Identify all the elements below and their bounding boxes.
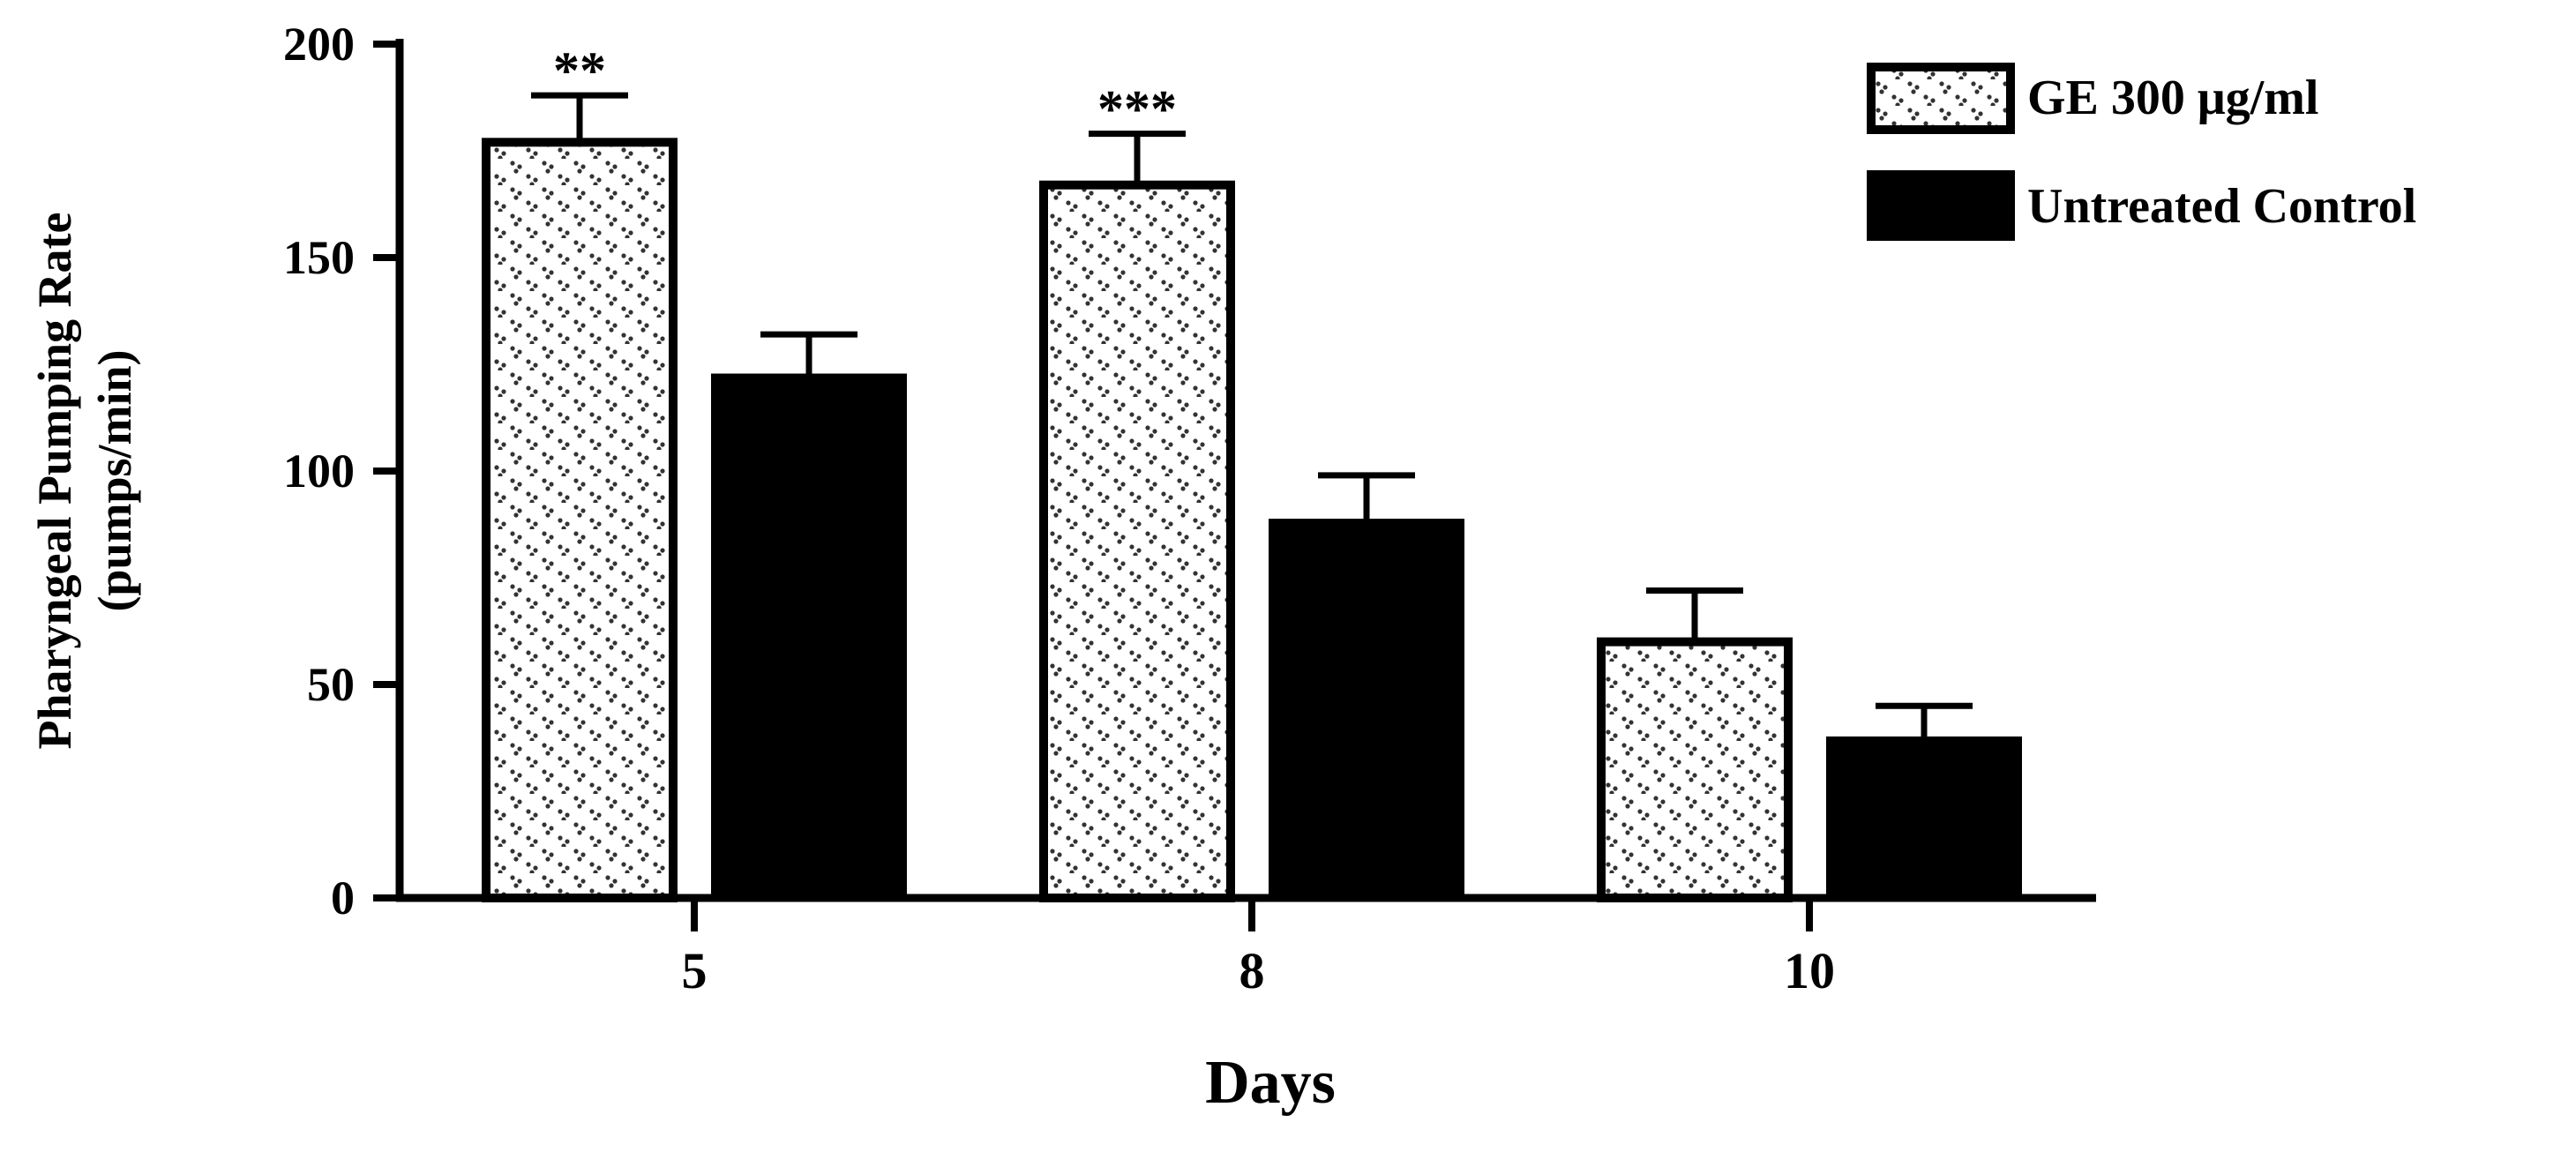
y-tick-label: 200 (283, 18, 355, 71)
x-tick-label: 8 (1239, 942, 1265, 999)
bar-ge-300 (482, 138, 678, 902)
y-axis-title-line2: (pumps/min) (88, 349, 141, 611)
bar-untreated-control (711, 373, 907, 898)
x-tick-label: 5 (682, 942, 708, 999)
x-axis-ticks: 5 8 10 (682, 898, 1835, 999)
y-axis-title: Pharyngeal Pumping Rate (pumps/min) (28, 212, 141, 749)
y-tick-label: 100 (283, 445, 355, 497)
legend-label-ge: GE 300 μg/ml (2027, 71, 2318, 125)
y-axis-title-line1: Pharyngeal Pumping Rate (28, 212, 81, 749)
error-bars (531, 92, 1973, 740)
bar-untreated-control (1269, 519, 1464, 898)
y-tick-label: 50 (307, 658, 355, 711)
bar-ge-300 (1597, 637, 1793, 902)
legend-swatch-control (1867, 170, 2015, 241)
x-tick-label: 10 (1784, 942, 1835, 999)
y-axis-ticks: 0 50 100 150 200 (283, 18, 400, 924)
bar-untreated-control (1826, 736, 2022, 898)
significance-markers: ***** (553, 41, 1177, 138)
significance-marker: ** (553, 41, 606, 100)
significance-marker: *** (1097, 80, 1177, 138)
legend-swatch-ge (1867, 63, 2015, 134)
bar-ge-300 (1039, 180, 1235, 903)
y-tick-label: 0 (331, 871, 355, 924)
legend-label-control: Untreated Control (2027, 179, 2416, 234)
legend: GE 300 μg/ml Untreated Control (1867, 63, 2416, 241)
x-axis-title: Days (1205, 1049, 1336, 1117)
bars (482, 138, 2022, 903)
y-tick-label: 150 (283, 231, 355, 284)
